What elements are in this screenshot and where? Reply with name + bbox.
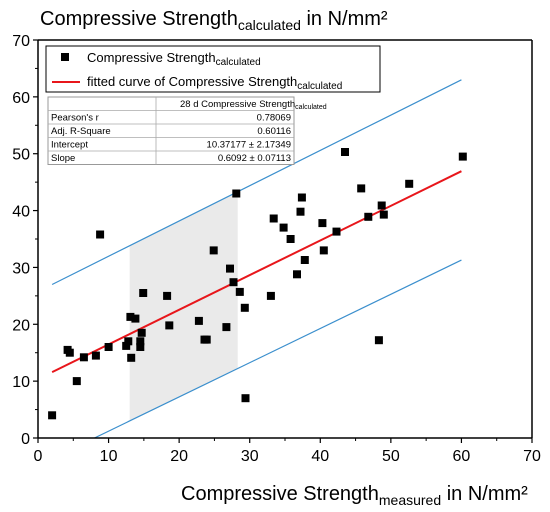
data-point-4: [79, 353, 88, 362]
data-point-34: [293, 270, 301, 279]
data-point-6: [96, 230, 105, 239]
data-point-13: [136, 343, 145, 351]
data-point-31: [269, 214, 278, 223]
x-tick-label-6: 60: [453, 448, 471, 465]
stats-table: 28 d Compressive Strengthcalculated Pears…: [47, 96, 327, 165]
legend-label-data-main: Compressive Strength: [87, 50, 216, 65]
data-point-23: [222, 323, 231, 332]
plot-area: 0 10 20 30 40 50 60 70 0 10 20 30 40 50 60 70 Compressiv…: [12, 33, 541, 465]
data-point-37: [300, 256, 309, 264]
data-point-12: [131, 314, 140, 323]
stats-label-3: Slope: [51, 153, 75, 164]
data-point-16: [139, 289, 148, 297]
legend-label-fit-main: fitted curve of Compressive Strength: [87, 74, 297, 89]
data-point-45: [377, 201, 386, 210]
stats-value-3: 0.6092 ± 0.07113: [218, 153, 291, 164]
data-point-9: [124, 337, 133, 346]
legend-frame: [45, 45, 381, 93]
x-tick-label-3: 30: [241, 448, 259, 465]
data-point-38: [318, 219, 327, 228]
x-tick-label-7: 70: [523, 448, 541, 465]
y-tick-label-0: 0: [21, 431, 30, 448]
chart-title-sub: calculated: [238, 17, 301, 33]
data-point-28: [240, 303, 249, 312]
stats-header: 28 d Compressive Strengthcalculated: [180, 99, 327, 111]
y-tick-label-4: 40: [12, 204, 30, 221]
data-point-11: [127, 353, 136, 362]
stats-table-frame: [47, 96, 295, 165]
data-point-39: [319, 246, 328, 255]
data-point-24: [226, 264, 234, 273]
x-tick-label-2: 20: [170, 448, 188, 465]
legend-label-data-sub: calculated: [216, 57, 261, 68]
data-point-5: [91, 351, 100, 360]
y-tick-label-6: 60: [12, 90, 30, 107]
y-tick-label-5: 50: [12, 147, 30, 164]
data-point-8: [122, 341, 131, 350]
data-point-48: [458, 152, 467, 161]
stats-label-2: Intercept: [51, 140, 88, 151]
band-line-upper: [51, 79, 462, 286]
data-point-18: [165, 321, 174, 330]
legend-label-data: Compressive Strengthcalculated: [87, 50, 261, 68]
x-axis-title-main: Compressive Strength: [181, 483, 379, 505]
data-point-21: [202, 335, 211, 344]
x-axis-title-unit: in N/mm²: [441, 483, 528, 505]
x-tick-label-0: 0: [34, 448, 43, 465]
data-point-7: [104, 343, 113, 351]
data-point-26: [232, 189, 241, 198]
data-point-47: [405, 179, 414, 188]
stats-value-0: 0.78069: [257, 113, 291, 124]
y-tick-label-7: 70: [12, 33, 30, 50]
data-point-22: [209, 246, 218, 255]
x-tick-label-4: 40: [311, 448, 329, 465]
stats-header-main: 28 d Compressive Strength: [180, 99, 295, 110]
data-point-46: [379, 210, 388, 219]
band-line-lower: [94, 259, 462, 438]
data-point-40: [332, 227, 341, 236]
data-point-19: [194, 316, 203, 325]
stats-label-1: Adj. R-Square: [51, 126, 111, 137]
stats-label-0: Pearson's r: [51, 113, 99, 124]
legend-label-fit: fitted curve of Compressive Strengthcalc…: [87, 74, 342, 92]
data-point-10: [126, 312, 135, 321]
x-axis-title-sub: measured: [379, 492, 441, 508]
y-tick-label-1: 10: [12, 374, 30, 391]
data-point-15: [137, 328, 146, 337]
data-point-2: [65, 348, 74, 357]
x-tick-label-1: 10: [100, 448, 118, 465]
legend-marker: [61, 53, 69, 61]
x-axis-title: Compressive Strengthmeasured in N/mm²: [181, 483, 528, 508]
data-point-43: [364, 212, 373, 221]
data-point-30: [266, 291, 275, 300]
data-point-32: [279, 223, 288, 232]
chart-title-unit: in N/mm²: [301, 8, 388, 30]
chart-title-main: Compressive Strength: [40, 8, 238, 30]
data-point-3: [72, 377, 81, 386]
x-tick-label-5: 50: [382, 448, 400, 465]
data-point-27: [235, 287, 244, 296]
stats-value-1: 0.60116: [257, 126, 291, 137]
data-point-14: [136, 337, 145, 346]
data-point-0: [48, 411, 57, 420]
data-point-36: [297, 193, 306, 202]
y-tick-label-3: 30: [12, 260, 30, 277]
data-point-44: [374, 336, 383, 345]
data-point-33: [286, 235, 295, 243]
chart-title: Compressive Strengthcalculated in N/mm²: [40, 8, 388, 33]
data-point-29: [241, 394, 250, 403]
data-point-25: [229, 278, 238, 287]
stats-header-sub: calculated: [295, 104, 327, 111]
y-tick-label-2: 20: [12, 317, 30, 334]
data-point-17: [163, 291, 172, 300]
data-point-41: [341, 148, 349, 156]
legend-label-fit-sub: calculated: [297, 81, 342, 92]
data-point-42: [357, 184, 366, 193]
fitted-line: [51, 170, 462, 373]
stats-value-2: 10.37177 ± 2.17349: [207, 140, 291, 151]
shaded-region: [129, 191, 238, 421]
data-point-35: [296, 207, 305, 216]
